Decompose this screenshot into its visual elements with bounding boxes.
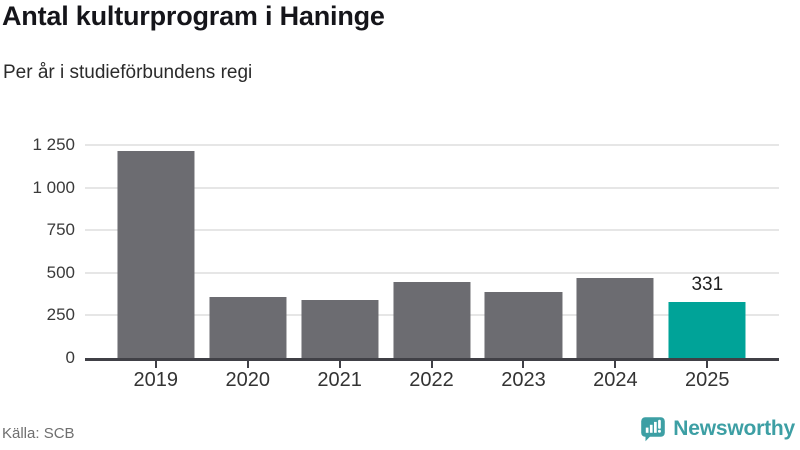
bar-2021[interactable] (301, 300, 379, 358)
x-axis-tick-2025 (706, 361, 709, 368)
x-axis-label-2020: 2020 (225, 369, 270, 391)
gridline-1000 (85, 186, 779, 189)
chart-title: Antal kulturprogram i Haninge (2, 1, 385, 31)
x-axis-tick-2024 (614, 361, 617, 368)
x-axis: 2019 2020 2021 2022 2023 2024 2025 (85, 361, 779, 395)
source-note: Källa: SCB (2, 425, 75, 442)
gridline-1250 (85, 144, 779, 146)
x-axis-tick-2023 (522, 361, 525, 368)
plot-area: 331 (85, 144, 779, 361)
y-axis-label-1000: 1 000 (32, 177, 75, 197)
bar-2025[interactable] (668, 301, 746, 358)
x-axis-tick-2019 (154, 361, 157, 368)
gridline-750 (85, 229, 779, 232)
newsworthy-logo-text: Newsworthy (673, 417, 795, 440)
gridline-500 (85, 271, 779, 274)
x-axis-label-2019: 2019 (133, 369, 179, 391)
newsworthy-speech-bubble-bar-chart-icon (641, 417, 666, 442)
x-axis-tick-2021 (338, 361, 341, 368)
x-axis-tick-2020 (246, 361, 249, 368)
bar-2023[interactable] (484, 291, 562, 358)
y-axis-label-750: 750 (46, 220, 75, 240)
x-axis-label-2022: 2022 (409, 369, 454, 391)
newsworthy-logo[interactable]: Newsworthy (640, 416, 795, 442)
x-axis-label-2025: 2025 (685, 369, 730, 391)
x-axis-label-2023: 2023 (501, 369, 546, 391)
y-axis-label-250: 250 (46, 305, 75, 325)
x-axis-label-2021: 2021 (317, 369, 362, 391)
bar-2020[interactable] (209, 297, 287, 358)
y-axis: 1 250 1 000 750 500 250 0 (0, 135, 75, 367)
y-axis-label-1250: 1 250 (32, 135, 75, 154)
bar-2022[interactable] (393, 281, 471, 358)
x-axis-tick-2022 (430, 361, 433, 368)
x-axis-label-2024: 2024 (593, 369, 638, 391)
y-axis-label-500: 500 (46, 262, 75, 282)
bar-2019[interactable] (117, 151, 195, 358)
chart-subtitle: Per år i studieförbundens regi (3, 62, 253, 83)
bar-2024[interactable] (576, 278, 654, 358)
bar-value-label-2025: 331 (691, 273, 724, 295)
y-axis-label-0: 0 (65, 348, 75, 367)
